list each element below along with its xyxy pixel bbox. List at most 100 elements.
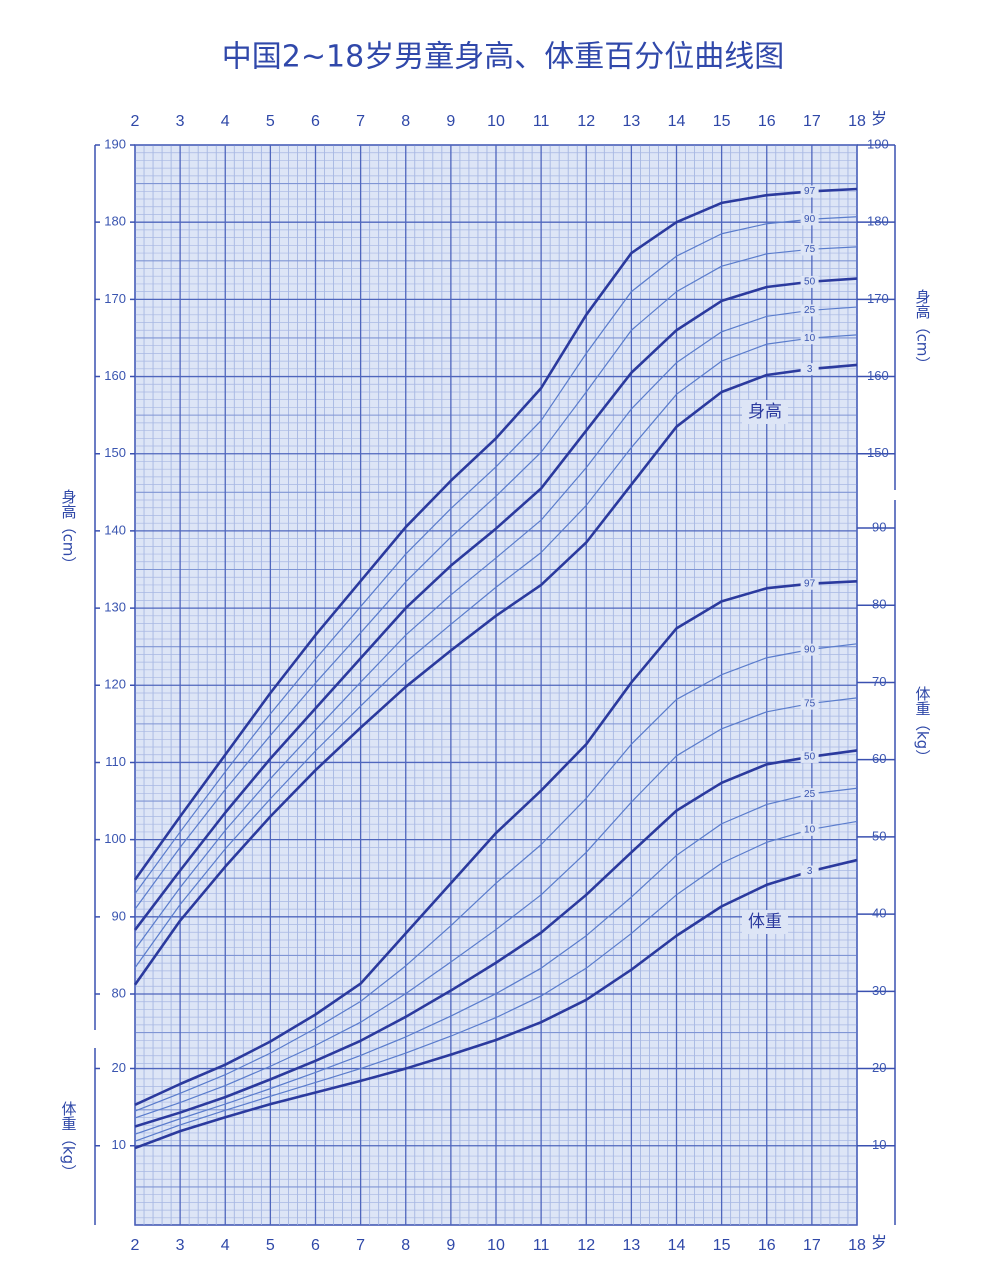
x-tick-label: 6 (311, 113, 320, 130)
tick-label-bg (100, 677, 130, 694)
annotation-bg (742, 400, 788, 424)
x-tick-label: 2 (131, 113, 140, 130)
curve-label: 97 (804, 578, 816, 589)
y-tick-label: 80 (112, 985, 126, 1000)
x-tick-label: 17 (803, 113, 821, 130)
curve-label: 25 (804, 789, 816, 800)
percentile-curve (134, 820, 858, 1142)
y2-axis-label-right: 体重（kg） (914, 686, 932, 764)
tick-label-bg (100, 908, 130, 925)
x-tick-label: 18 (848, 1237, 866, 1254)
x-tick-label: 14 (668, 113, 686, 130)
x-tick-label: 5 (266, 1237, 275, 1254)
curve-label: 3 (807, 364, 813, 375)
tick-label-bg (100, 1137, 130, 1154)
x-tick-label: 4 (221, 113, 230, 130)
curve-label: 75 (804, 698, 816, 709)
tick-label-bg (100, 831, 130, 848)
curve-label: 50 (804, 752, 816, 763)
x-tick-label: 4 (221, 1237, 230, 1254)
curve-label-bg (800, 823, 819, 836)
curve-label: 90 (804, 214, 816, 225)
curve-label-bg (800, 185, 819, 198)
x-tick-label: 12 (577, 113, 595, 130)
y-tick-label: 110 (105, 754, 126, 769)
curve-label-bg (800, 577, 819, 590)
x-tick-label: 12 (577, 1237, 595, 1254)
curve-label-bg (800, 865, 819, 878)
curve-label-bg (800, 643, 819, 656)
tick-label-bg (100, 291, 130, 308)
x-tick-label: 11 (533, 113, 550, 130)
y2-tick-label: 30 (872, 983, 886, 998)
y-axis-label-right: 身高（cm） (914, 289, 932, 372)
x-tick-label: 9 (446, 1237, 455, 1254)
x-tick-label: 7 (356, 1237, 365, 1254)
y-tick-label: 140 (104, 522, 126, 537)
y-tick-label: 160 (104, 368, 126, 383)
curve-label: 90 (804, 644, 816, 655)
y-tick-label: 100 (104, 831, 126, 846)
x-tick-label: 15 (713, 113, 731, 130)
x-tick-label: 5 (266, 113, 275, 130)
tick-label-bg (100, 368, 130, 385)
y-tick-label-right: 190 (867, 136, 889, 151)
tick-label-bg (100, 600, 130, 617)
tick-label-bg (100, 445, 130, 462)
percentile-curve (134, 334, 858, 969)
curve-label-bg (800, 332, 819, 345)
x-tick-label: 8 (401, 1237, 410, 1254)
y-tick-label: 150 (104, 445, 126, 460)
y-tick-label-right: 160 (867, 368, 889, 383)
y2-tick-label: 70 (872, 674, 886, 689)
y-tick-label: 90 (112, 908, 126, 923)
x-tick-label: 3 (176, 1237, 185, 1254)
y-tick-label: 190 (104, 136, 126, 151)
tick-label-bg (100, 754, 130, 771)
x-tick-label: 16 (758, 1237, 776, 1254)
y2-axis-label-left: 体重（kg） (60, 1101, 78, 1179)
y2-tick-label: 90 (872, 519, 886, 534)
tick-label-bg (100, 1060, 130, 1077)
percentile-curve (133, 363, 858, 986)
annotation: 身高 (748, 402, 782, 422)
curve-label: 10 (804, 824, 816, 835)
annotation-bg (742, 910, 788, 934)
y-tick-label: 120 (104, 677, 126, 692)
chart-title: 中国2~18岁男童身高、体重百分位曲线图 (222, 40, 784, 75)
x-tick-label: 14 (668, 1237, 686, 1254)
y-tick-label: 130 (104, 600, 126, 615)
x-tick-label: 7 (356, 113, 365, 130)
x-unit: 岁 (871, 1234, 887, 1252)
y-tick-label-right: 150 (867, 445, 889, 460)
x-tick-label: 6 (311, 1237, 320, 1254)
curve-label-bg (800, 750, 819, 763)
tick-label-bg (100, 137, 130, 153)
percentile-curve (134, 306, 858, 950)
percentile-curve (133, 277, 858, 931)
curve-label-bg (800, 697, 819, 710)
y2-tick-label-left: 10 (112, 1137, 126, 1152)
curve-label: 3 (807, 866, 813, 877)
curve-label: 10 (804, 333, 816, 344)
annotation: 体重 (748, 912, 782, 932)
y2-tick-label: 50 (872, 828, 886, 843)
x-tick-label: 16 (758, 113, 776, 130)
y2-tick-label: 40 (872, 906, 886, 921)
percentile-curve (134, 216, 858, 895)
x-tick-label: 3 (176, 113, 185, 130)
y-tick-label-right: 180 (867, 214, 889, 229)
x-tick-label: 9 (446, 113, 455, 130)
x-tick-label: 8 (401, 113, 410, 130)
y-axis-label: 身高（cm） (60, 489, 78, 572)
curve-label: 97 (804, 186, 816, 197)
x-tick-label: 10 (487, 1237, 505, 1254)
tick-label-bg (100, 986, 130, 1002)
percentile-curve (134, 787, 858, 1135)
x-tick-label: 15 (713, 1237, 731, 1254)
y2-tick-label-left: 20 (112, 1060, 126, 1075)
percentile-curve (134, 246, 858, 910)
tick-label-bg (100, 214, 130, 231)
y-tick-label: 180 (104, 214, 126, 229)
